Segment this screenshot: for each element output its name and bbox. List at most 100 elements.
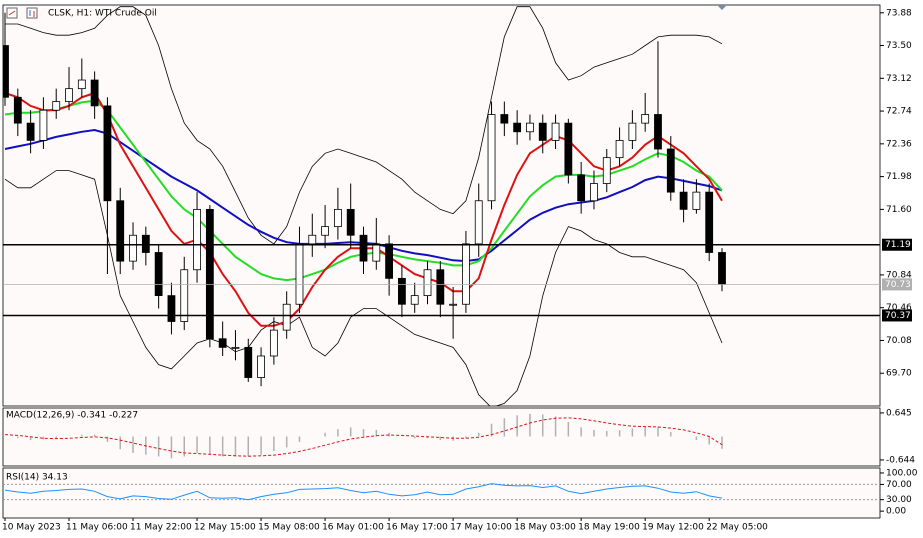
candle-body xyxy=(474,200,483,245)
x-tick-label: 11 May 06:00 xyxy=(66,523,128,533)
candle-body xyxy=(436,269,445,305)
symbol-icons xyxy=(6,7,38,19)
candle-body xyxy=(333,208,342,228)
candle-body xyxy=(564,122,573,176)
candle-body xyxy=(487,114,496,202)
macd-title: MACD(12,26,9) -0.341 -0.227 xyxy=(6,411,138,421)
y-tick-label: -0.644 xyxy=(886,455,915,465)
candle-body xyxy=(218,338,227,348)
rsi-title: RSI(14) 34.13 xyxy=(6,473,68,483)
candle-body xyxy=(666,148,675,193)
candle-body xyxy=(551,122,560,141)
x-tick-label: 12 May 15:00 xyxy=(194,523,256,533)
candle-body xyxy=(205,208,214,340)
x-tick-label: 15 May 08:00 xyxy=(258,523,320,533)
last-price-box xyxy=(882,278,912,291)
candle-body xyxy=(3,45,9,98)
candle-body xyxy=(52,101,61,111)
x-tick-label: 16 May 01:00 xyxy=(322,523,384,533)
x-tick-label: 22 May 05:00 xyxy=(706,523,768,533)
candle-body xyxy=(282,303,291,331)
candle-body xyxy=(538,122,547,141)
candle-body xyxy=(180,269,189,322)
candle-body xyxy=(308,234,317,245)
candle-body xyxy=(129,234,137,262)
signal-line xyxy=(4,417,723,457)
candle-body xyxy=(13,96,22,124)
candle-body xyxy=(90,79,99,107)
candle-body xyxy=(257,355,265,378)
price-panel xyxy=(2,4,881,407)
candle-body xyxy=(385,243,394,279)
y-tick-label: 70.84 xyxy=(886,270,912,280)
plot-area xyxy=(3,483,880,501)
x-tick-label: 10 May 2023 xyxy=(2,523,61,533)
candle-body xyxy=(321,226,329,236)
level-label: 70.37 xyxy=(885,311,911,321)
candle-body xyxy=(141,234,150,253)
candle-body xyxy=(295,243,304,305)
candle-body xyxy=(26,122,35,141)
candle-body xyxy=(462,243,470,305)
y-tick-label: 73.50 xyxy=(886,41,912,51)
candle-body xyxy=(410,295,419,305)
candle-body xyxy=(346,208,355,236)
candle-body xyxy=(423,269,432,297)
y-tick-label: 71.98 xyxy=(886,172,912,182)
x-tick-label: 11 May 22:00 xyxy=(130,523,192,533)
candle-body xyxy=(154,252,163,297)
y-tick-label: 30.00 xyxy=(886,495,912,505)
y-tick-label: 72.74 xyxy=(886,107,912,117)
indicator-line xyxy=(4,170,723,406)
candle-body xyxy=(718,252,726,285)
candle-body xyxy=(679,191,688,210)
candle-body xyxy=(513,122,522,133)
indicator-line xyxy=(5,6,723,245)
y-tick-label: 70.00 xyxy=(886,480,912,490)
x-tick-label: 19 May 12:00 xyxy=(642,523,704,533)
level-label-box xyxy=(882,238,912,251)
candle-body xyxy=(372,243,381,262)
x-tick-label: 18 May 19:00 xyxy=(578,523,640,533)
candle-body xyxy=(39,109,48,141)
candle-body xyxy=(577,174,586,202)
level-label-box xyxy=(882,309,912,322)
shift-marker xyxy=(717,5,727,10)
candle-body xyxy=(590,183,598,202)
candle-body xyxy=(269,329,278,357)
candle-body xyxy=(65,88,73,102)
candle-body xyxy=(167,295,176,322)
y-tick-label: 72.36 xyxy=(886,139,912,149)
candle-body xyxy=(628,122,637,141)
rsi-panel xyxy=(2,467,881,519)
rsi-line xyxy=(4,483,723,501)
candle-body xyxy=(359,234,368,262)
candle-body xyxy=(602,157,611,184)
y-tick-label: 73.12 xyxy=(886,74,912,84)
candle-body xyxy=(449,303,458,306)
candle-body xyxy=(116,200,125,262)
candle-body xyxy=(193,208,201,271)
level-label: 71.19 xyxy=(885,240,911,250)
candle-body xyxy=(398,277,406,305)
candle-body xyxy=(641,114,650,124)
y-tick-label: 100.00 xyxy=(886,468,918,478)
y-tick-label: 71.60 xyxy=(886,205,912,215)
candle-body xyxy=(500,114,509,124)
candle-body xyxy=(692,191,701,210)
x-tick-label: 16 May 17:00 xyxy=(386,523,448,533)
candle-body xyxy=(231,346,240,349)
y-tick-label: 69.70 xyxy=(886,369,912,379)
candle-body xyxy=(103,105,112,202)
chart-title: CLSK, H1: WTI Crude Oil xyxy=(48,9,157,19)
y-tick-label: 0.00 xyxy=(886,507,906,517)
y-tick-label: 0.645 xyxy=(886,408,912,418)
last-price-label: 70.73 xyxy=(885,280,911,290)
plot-area xyxy=(3,6,726,406)
candle-body xyxy=(77,79,86,90)
y-tick-label: 70.08 xyxy=(886,336,912,346)
candle-body xyxy=(615,139,624,159)
x-tick-label: 17 May 10:00 xyxy=(450,523,512,533)
macd-panel xyxy=(2,407,881,467)
